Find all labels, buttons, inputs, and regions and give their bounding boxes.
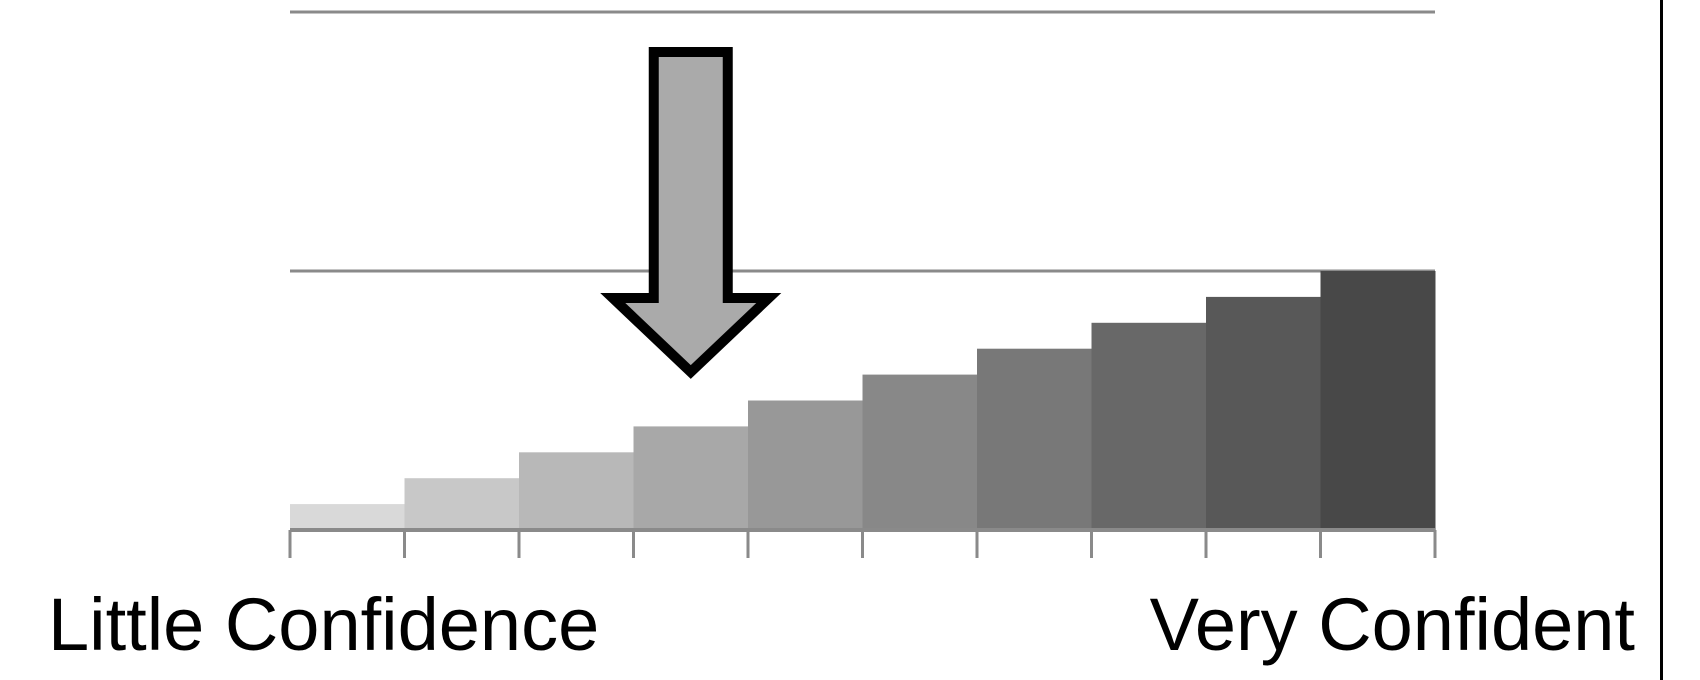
bar-9 <box>1206 296 1321 530</box>
gridlines <box>290 10 1435 273</box>
bar-2 <box>404 478 520 530</box>
x-axis <box>288 528 1437 558</box>
right-border <box>1660 0 1663 680</box>
bar-6 <box>862 374 978 530</box>
bar-4 <box>633 426 749 530</box>
bar-10 <box>1320 271 1436 530</box>
very-confident-label: Very Confident <box>1149 583 1635 666</box>
little-confidence-label: Little Confidence <box>48 583 600 666</box>
annotation <box>600 47 782 379</box>
bar-8 <box>1091 322 1207 530</box>
bar-3 <box>519 452 634 530</box>
bar-5 <box>748 400 863 530</box>
down-arrow-icon <box>600 47 782 379</box>
bars <box>290 271 1436 530</box>
bar-7 <box>977 348 1092 530</box>
bar-1 <box>290 504 405 530</box>
